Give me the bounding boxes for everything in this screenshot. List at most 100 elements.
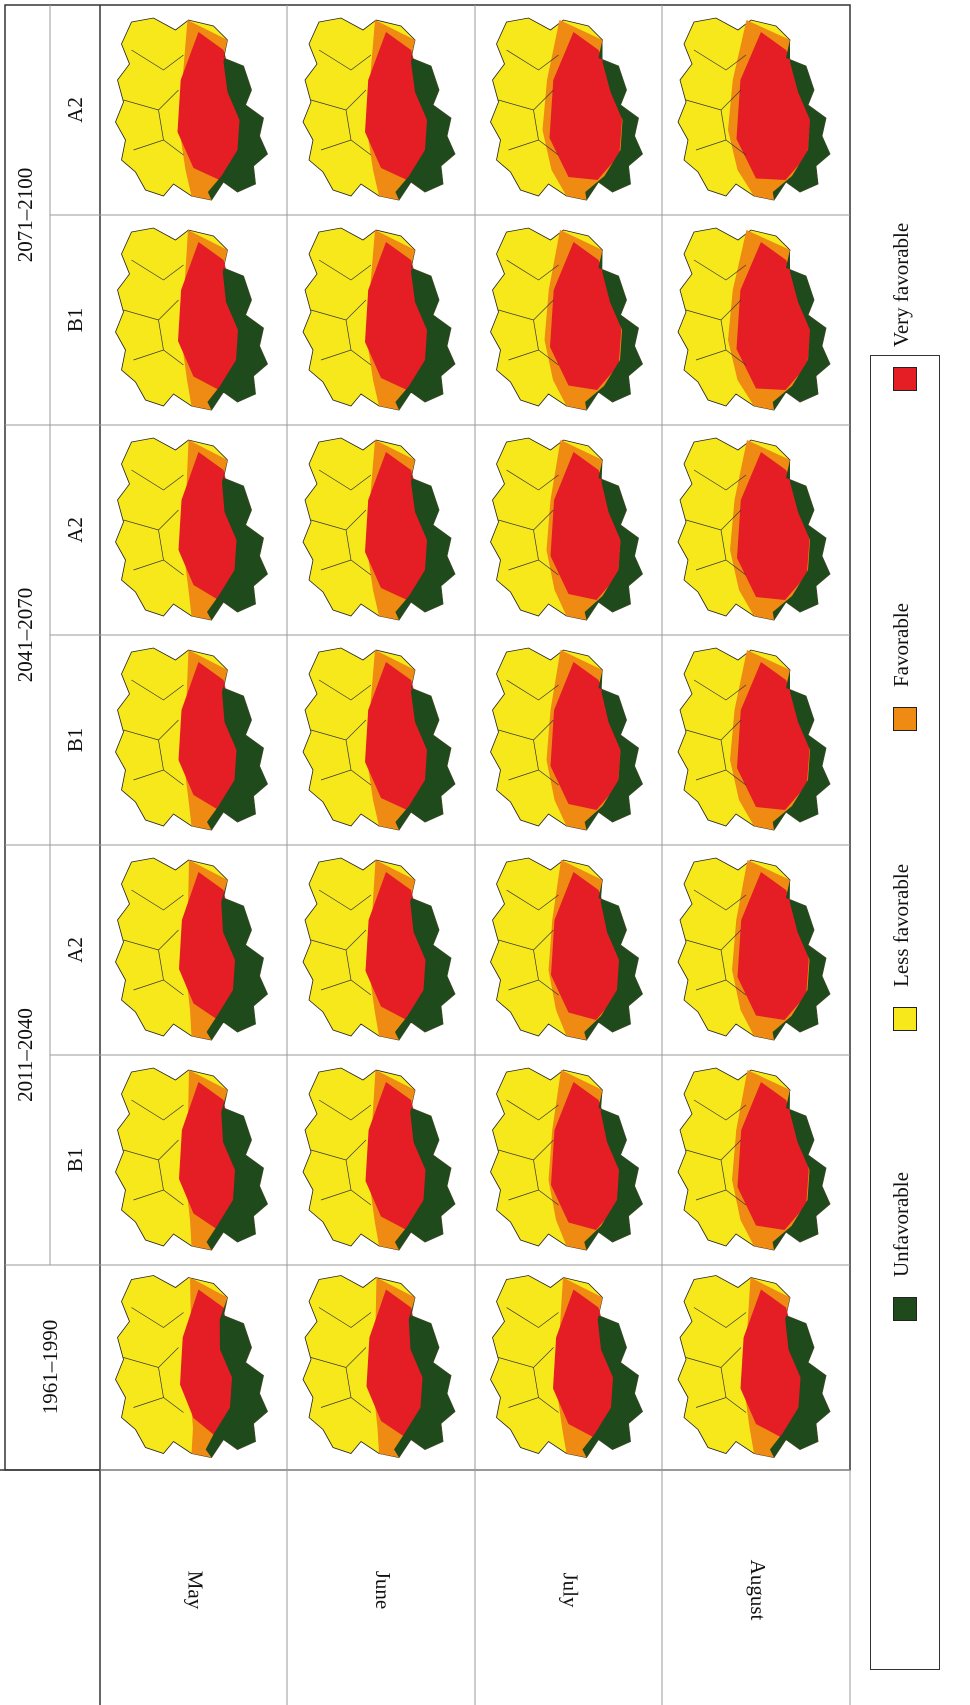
- month-label: May: [184, 1571, 208, 1610]
- suitability-map: [490, 437, 643, 621]
- suitability-map: [115, 17, 268, 201]
- unfavorable-zone: [395, 670, 455, 830]
- suitability-map: [677, 1067, 831, 1251]
- region-borders: [498, 49, 559, 156]
- unfavorable-zone: [205, 1297, 268, 1458]
- very-favorable-zone: [550, 452, 621, 600]
- region-borders: [498, 469, 559, 576]
- region-borders: [310, 1099, 372, 1206]
- legend-swatch: [893, 707, 917, 731]
- legend-swatch: [893, 1007, 917, 1031]
- suitability-map: [677, 437, 831, 621]
- region-borders: [685, 49, 747, 156]
- period-label: 2011–2040: [13, 1008, 37, 1102]
- suitability-map: [115, 437, 268, 621]
- unfavorable-zone: [772, 1090, 830, 1250]
- very-favorable-zone: [737, 452, 810, 600]
- region-borders: [310, 49, 372, 156]
- legend-label: Favorable: [889, 603, 913, 687]
- legend: Unfavorable Less favorable Favorable Very f…: [870, 223, 940, 1670]
- suitability-map: [490, 1067, 643, 1251]
- unfavorable-zone: [585, 40, 643, 200]
- unfavorable-zone: [584, 670, 643, 830]
- legend-label: Less favorable: [889, 863, 913, 987]
- unfavorable-zone: [584, 460, 643, 620]
- region-borders: [685, 259, 747, 366]
- suitability-map: [490, 647, 643, 831]
- unfavorable-zone: [772, 250, 830, 410]
- scenario-label: A2: [63, 937, 87, 963]
- unfavorable-zone: [207, 40, 268, 200]
- suitability-map: [302, 1067, 456, 1251]
- suitability-map: [115, 1067, 268, 1251]
- region-borders: [498, 259, 559, 366]
- legend-label: Unfavorable: [889, 1172, 913, 1277]
- region-borders: [685, 679, 747, 786]
- suitability-map: [302, 17, 456, 201]
- region-borders: [123, 679, 184, 786]
- region-borders: [498, 1307, 559, 1413]
- region-borders: [310, 889, 372, 996]
- unfavorable-zone: [772, 880, 830, 1040]
- scenario-label: A2: [63, 97, 87, 123]
- region-borders: [310, 469, 372, 576]
- legend-label: Very favorable: [889, 222, 913, 347]
- unfavorable-zone: [207, 460, 268, 620]
- very-favorable-zone: [737, 1082, 809, 1230]
- very-favorable-zone: [736, 242, 811, 390]
- month-label: August: [746, 1560, 770, 1621]
- very-favorable-zone: [550, 242, 622, 390]
- suitability-map: [490, 1275, 643, 1458]
- suitability-map: [302, 437, 456, 621]
- period-label: 2041–2070: [13, 588, 37, 683]
- scenario-label: A2: [63, 517, 87, 543]
- region-borders: [685, 1099, 747, 1206]
- suitability-map: [115, 647, 268, 831]
- region-borders: [685, 889, 747, 996]
- very-favorable-zone: [736, 32, 811, 180]
- suitability-map: [490, 227, 643, 411]
- very-favorable-zone: [737, 872, 809, 1020]
- suitability-map: [677, 227, 831, 411]
- unfavorable-zone: [207, 250, 268, 410]
- region-borders: [310, 679, 372, 786]
- unfavorable-zone: [585, 250, 643, 410]
- suitability-map: [677, 857, 831, 1041]
- suitability-map: [115, 1275, 268, 1458]
- very-favorable-zone: [737, 662, 810, 810]
- suitability-map: [302, 647, 456, 831]
- unfavorable-zone: [584, 880, 643, 1040]
- suitability-map: [677, 17, 831, 201]
- unfavorable-zone: [394, 880, 455, 1040]
- legend-swatch: [893, 367, 917, 391]
- region-borders: [123, 889, 184, 996]
- legend-swatch: [893, 1297, 917, 1321]
- period-label: 2071–2100: [13, 168, 37, 263]
- region-borders: [123, 1307, 184, 1413]
- month-label: July: [559, 1572, 583, 1608]
- region-borders: [310, 259, 372, 366]
- unfavorable-zone: [394, 1297, 455, 1458]
- very-favorable-zone: [550, 662, 621, 810]
- scenario-label: B1: [63, 1148, 87, 1173]
- period-label: 1961–1990: [38, 1320, 62, 1415]
- suitability-map: [302, 1275, 456, 1458]
- region-borders: [123, 469, 184, 576]
- region-borders: [123, 1099, 184, 1206]
- suitability-map: [302, 227, 456, 411]
- unfavorable-zone: [207, 670, 268, 830]
- unfavorable-zone: [394, 1090, 455, 1250]
- suitability-map: [115, 857, 268, 1041]
- region-borders: [310, 1307, 372, 1413]
- region-borders: [498, 679, 559, 786]
- unfavorable-zone: [395, 460, 455, 620]
- unfavorable-zone: [206, 1090, 268, 1250]
- region-borders: [685, 1307, 747, 1413]
- region-borders: [123, 259, 184, 366]
- unfavorable-zone: [772, 670, 830, 830]
- unfavorable-zone: [769, 1297, 830, 1458]
- month-label: June: [371, 1571, 395, 1610]
- scenario-label: B1: [63, 728, 87, 753]
